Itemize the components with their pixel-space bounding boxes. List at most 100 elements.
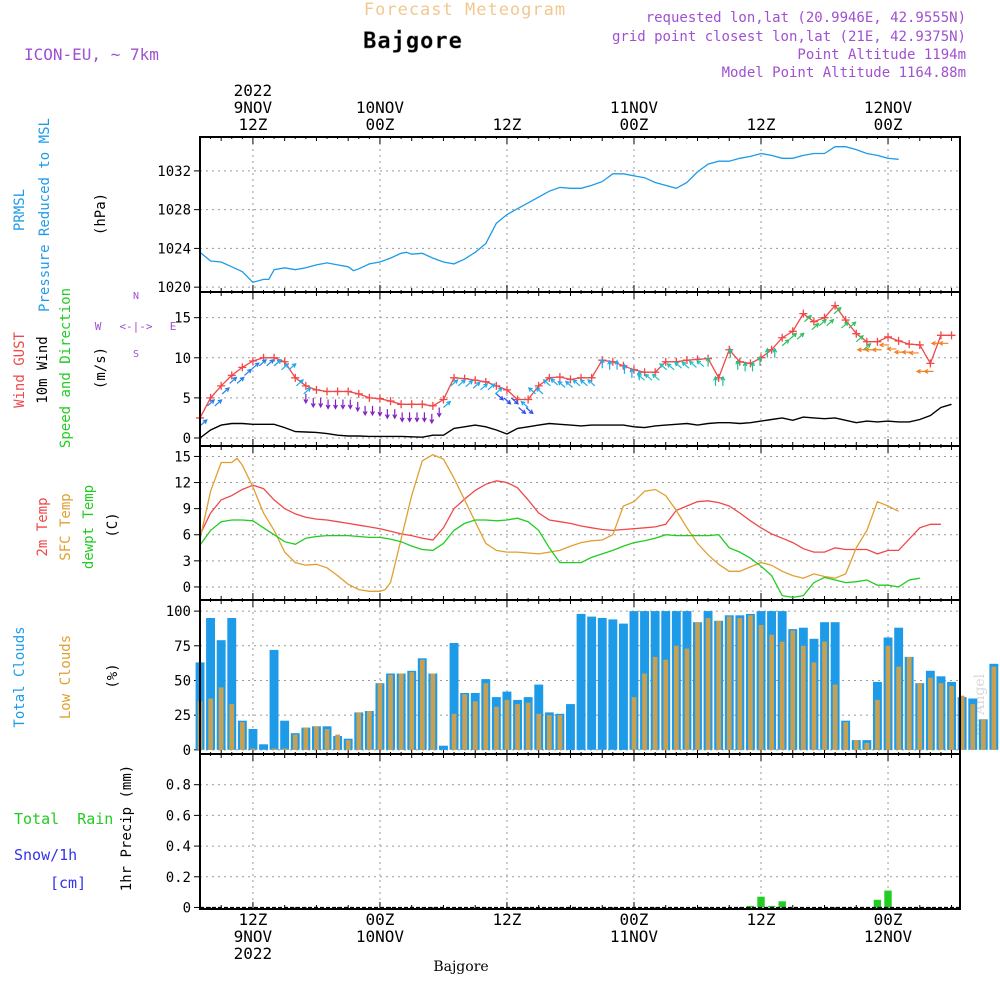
gust-point	[502, 385, 511, 394]
low-cloud-bar	[462, 694, 467, 750]
low-cloud-bar	[726, 616, 732, 750]
gust-point	[682, 356, 691, 365]
location-title: Bajgore	[363, 29, 463, 54]
compass-w: W	[95, 320, 102, 333]
low-cloud-bar	[504, 699, 510, 750]
wind-direction-arrow	[236, 376, 245, 384]
low-cloud-bar	[324, 729, 330, 750]
gust-point	[640, 368, 649, 377]
wind-direction-arrow	[347, 399, 353, 410]
wind-direction-arrow	[772, 347, 778, 358]
wind-direction-arrow	[520, 400, 529, 408]
low-cloud-bar	[663, 659, 669, 750]
low-cloud-bar	[240, 722, 245, 750]
pressure-series-line	[199, 146, 899, 284]
wind-direction-arrow	[495, 393, 505, 401]
wind-direction-arrow	[572, 379, 581, 387]
low-cloud-bar	[684, 648, 690, 750]
wind-direction-arrow	[457, 379, 466, 387]
gust-point	[217, 381, 226, 390]
grid-point-coords: grid point closest lon,lat (21E, 42.9375…	[612, 29, 966, 45]
low-cloud-bar	[377, 683, 383, 750]
sfc-temp-series-line	[199, 453, 899, 592]
total-cloud-bar	[608, 619, 618, 750]
y-tick-label: 0.6	[166, 808, 191, 824]
wind-label: 10m Wind	[35, 336, 51, 403]
low-cloud-bar	[959, 695, 965, 750]
low-cloud-bar	[642, 673, 647, 750]
bottom-time-label: 12Z	[747, 910, 776, 929]
wind-direction-arrow	[651, 373, 660, 381]
wind-direction-arrow	[436, 407, 442, 418]
bottom-time-label: 00Z	[620, 910, 649, 929]
bottom-time-label: 10NOV	[356, 927, 405, 946]
wind-direction-arrow	[510, 397, 519, 405]
wind-direction-arrow	[414, 412, 420, 423]
gust-point	[894, 336, 903, 345]
wind-direction-arrow	[303, 387, 312, 395]
top-time-label: 12NOV	[864, 98, 913, 117]
top-time-label: 12Z	[238, 115, 267, 134]
low-cloud-bar	[631, 697, 637, 750]
low-cloud-bar	[928, 677, 933, 750]
total-cloud-bar	[227, 618, 237, 750]
wind-direction-arrow	[273, 359, 282, 367]
low-cloud-bar	[801, 645, 806, 750]
gust-point	[672, 357, 681, 366]
temp-unit: (C)	[105, 512, 121, 537]
top-time-label: 00Z	[874, 115, 903, 134]
compass-s: S	[133, 349, 139, 360]
y-tick-label: 0	[183, 580, 191, 596]
wind-direction-arrow	[407, 412, 413, 423]
y-tick-label: 0	[183, 431, 191, 447]
requested-coords: requested lon,lat (20.9946E, 42.9555N)	[646, 10, 966, 26]
wind-direction-arrow	[221, 387, 230, 395]
model-label: ICON-EU, ~ 7km	[24, 45, 159, 64]
low-cloud-bar	[494, 706, 499, 750]
low-cloud-bar	[674, 645, 679, 750]
rain-bar	[746, 905, 755, 908]
bottom-time-label: 11NOV	[610, 927, 659, 946]
top-time-label: 9NOV	[234, 98, 273, 117]
low-cloud-bar	[420, 659, 425, 750]
low-cloud-bar	[875, 699, 880, 750]
wind-direction-arrow	[564, 380, 573, 388]
wind-direction-arrow	[494, 387, 504, 395]
y-tick-label: 75	[174, 639, 191, 655]
low-cloud-bar	[356, 712, 362, 750]
low-cloud-bar	[991, 666, 997, 750]
pressure-panel-labels: PRMSL Pressure Reduced to MSL (hPa)	[12, 118, 109, 312]
low-cloud-bar	[388, 674, 393, 750]
low-cloud-bar	[335, 734, 340, 750]
y-tick-label: 15	[174, 311, 191, 327]
total-cloud-bar	[439, 745, 448, 750]
gust-point	[524, 395, 533, 404]
low-cloud-bar	[811, 662, 817, 750]
low-cloud-bar	[536, 713, 542, 750]
gust-point	[397, 400, 406, 409]
wind-direction-arrow	[614, 359, 620, 370]
low-cloud-bar	[472, 701, 478, 750]
gust-point	[333, 387, 342, 396]
bottom-time-label: 9NOV	[234, 927, 273, 946]
gust-point	[873, 337, 882, 346]
wind-direction-arrow	[666, 363, 675, 371]
y-tick-label: 50	[174, 673, 191, 689]
low-cloud-bar	[451, 713, 457, 750]
gust-point	[227, 371, 236, 380]
low-cloud-bar	[483, 683, 489, 750]
low-cloud-bar	[906, 656, 912, 750]
wind-direction-arrow	[480, 383, 489, 391]
bottom-location: Bajgore	[433, 959, 488, 975]
wind-direction-arrow	[696, 359, 705, 368]
snow-label: Snow/1h	[14, 846, 77, 864]
rain-bar	[757, 896, 765, 908]
low-cloud-bar	[832, 684, 838, 750]
wind-direction-arrow	[525, 407, 534, 415]
pressure-label-1: PRMSL	[12, 189, 28, 231]
top-time-label: 12Z	[747, 115, 776, 134]
wind-direction-arrow	[673, 361, 683, 369]
wind-direction-arrow	[681, 361, 690, 369]
compass-arms: <-|->	[119, 320, 152, 333]
wind-direction-arrow	[303, 393, 309, 405]
